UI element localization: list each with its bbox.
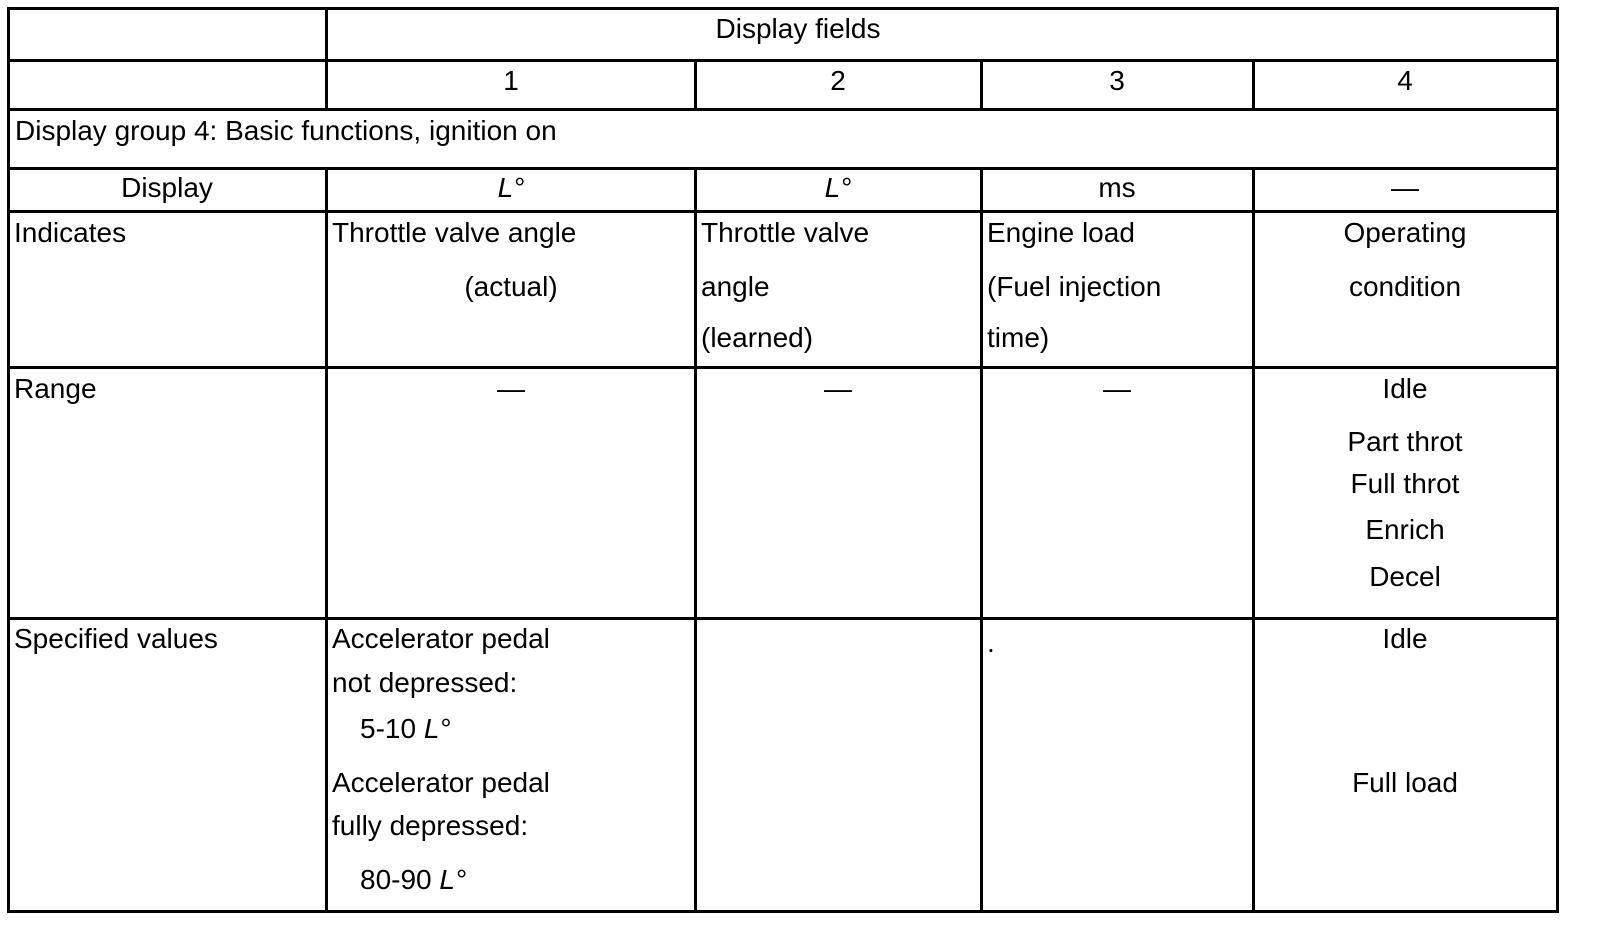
grid-line	[694, 167, 697, 913]
grid-line	[8, 59, 1559, 62]
grid-line	[8, 167, 1559, 170]
grid-line	[8, 617, 1559, 620]
grid-line	[8, 366, 1559, 369]
grid-line	[8, 910, 1559, 913]
grid-line	[8, 108, 1559, 111]
indicates-text: Engine load	[987, 217, 1135, 248]
grid-line	[325, 167, 328, 913]
row-label-indicates: Indicates	[14, 217, 127, 248]
indicates-text: angle	[701, 271, 770, 302]
row-label-display: Display	[121, 172, 213, 203]
grid-line	[8, 210, 1559, 213]
range-value: —	[824, 373, 852, 404]
column-header: 3	[1109, 65, 1125, 96]
specified-text: Full load	[1352, 767, 1458, 798]
header-title: Display fields	[715, 13, 881, 44]
column-header: 1	[503, 65, 519, 96]
grid-line	[1556, 7, 1559, 913]
indicates-text: (Fuel injection	[987, 271, 1162, 302]
specified-text: Accelerator pedal	[332, 623, 550, 654]
indicates-text: (actual)	[464, 271, 558, 302]
column-header: 2	[830, 65, 846, 96]
specified-text: Accelerator pedal	[332, 767, 550, 798]
grid-line	[1252, 59, 1255, 110]
indicates-text: time)	[987, 322, 1050, 353]
range-value: Idle	[1382, 373, 1428, 404]
display-unit: L°	[824, 172, 852, 203]
specified-text: fully depressed:	[332, 810, 529, 841]
value-number: 80-90	[360, 864, 440, 895]
indicates-text: Operating	[1343, 217, 1467, 248]
grid-line	[8, 7, 1559, 10]
grid-line	[325, 7, 328, 110]
range-value: Full throt	[1350, 468, 1460, 499]
range-value: Enrich	[1365, 514, 1445, 545]
range-value: —	[1103, 373, 1131, 404]
indicates-text: condition	[1348, 271, 1462, 302]
grid-line	[7, 7, 10, 913]
range-value: Decel	[1369, 561, 1441, 592]
specified-value: 5-10 L°	[360, 713, 451, 745]
value-number: 5-10	[360, 713, 424, 744]
specified-text: Idle	[1382, 623, 1428, 654]
specified-text: .	[987, 627, 995, 658]
row-label-specified: Specified values	[14, 623, 218, 654]
indicates-text: (learned)	[701, 322, 814, 353]
range-value: —	[497, 373, 525, 404]
specified-text: not depressed:	[332, 667, 518, 698]
group-title: Display group 4: Basic functions, igniti…	[15, 115, 557, 146]
specified-value: 80-90 L°	[360, 864, 466, 896]
row-label-range: Range	[14, 373, 97, 404]
display-unit: L°	[497, 172, 525, 203]
grid-line	[980, 167, 983, 913]
grid-line	[694, 59, 697, 110]
indicates-text: Throttle valve angle	[332, 217, 577, 248]
value-unit: L°	[423, 713, 451, 744]
grid-line	[980, 59, 983, 110]
value-unit: L°	[439, 864, 467, 895]
display-unit: —	[1391, 172, 1419, 203]
display-unit: ms	[1098, 172, 1136, 203]
column-header: 4	[1397, 65, 1413, 96]
grid-line	[1252, 167, 1255, 913]
range-value: Part throt	[1347, 426, 1463, 457]
indicates-text: Throttle valve	[701, 217, 870, 248]
